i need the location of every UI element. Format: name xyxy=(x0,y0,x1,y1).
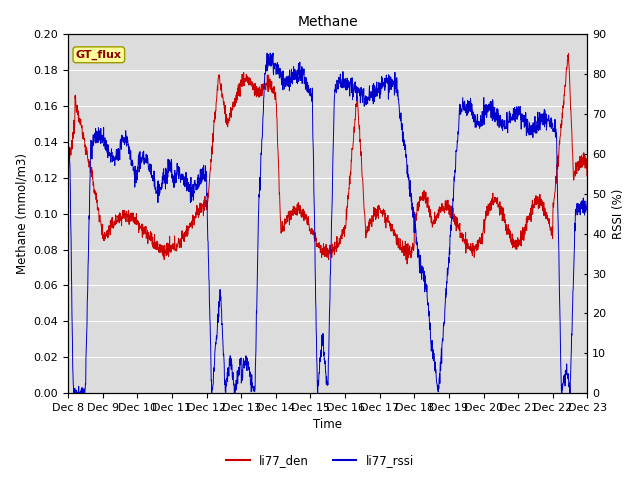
Title: Methane: Methane xyxy=(298,15,358,29)
Y-axis label: RSSI (%): RSSI (%) xyxy=(612,189,625,239)
Legend: li77_den, li77_rssi: li77_den, li77_rssi xyxy=(221,449,419,472)
Text: GT_flux: GT_flux xyxy=(76,49,122,60)
Y-axis label: Methane (mmol/m3): Methane (mmol/m3) xyxy=(15,153,28,274)
X-axis label: Time: Time xyxy=(313,419,342,432)
